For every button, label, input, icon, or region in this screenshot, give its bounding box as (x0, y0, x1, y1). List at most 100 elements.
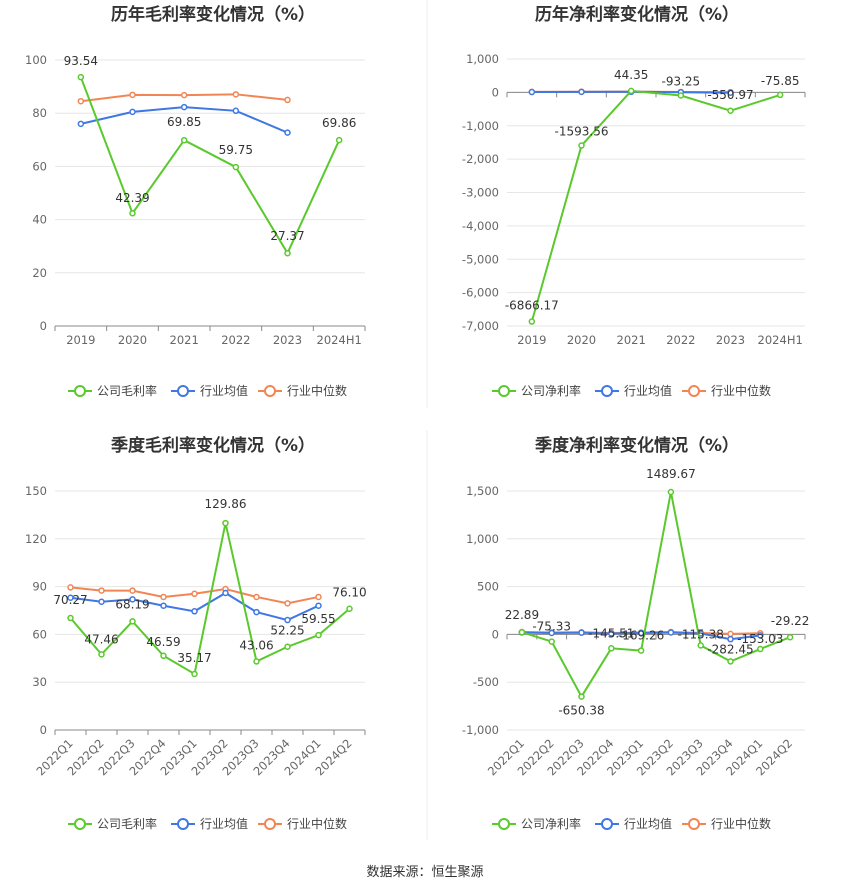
data-point-company (776, 91, 784, 99)
data-point-avg (222, 589, 229, 597)
data-label: -145.51 (588, 626, 634, 640)
legend-marker (177, 818, 189, 830)
data-point-median (67, 584, 74, 591)
data-point-company (160, 652, 167, 660)
x-tick-label: 2022 (666, 333, 695, 347)
chart-1: 历年毛利率变化情况（%） 0 20 40 60 80 100 2019 2020 2021 2022… (25, 4, 366, 398)
y-tick-label: -1,000 (462, 723, 499, 737)
data-point-company (578, 142, 585, 149)
y-tick-label: 60 (32, 159, 47, 173)
y-tick-label: 40 (32, 213, 47, 227)
data-source: 数据来源：恒生聚源 (366, 865, 483, 880)
y-tick-label: -500 (473, 675, 499, 689)
data-point-avg (191, 608, 198, 615)
data-point-company (528, 318, 536, 325)
data-point-avg (160, 602, 167, 609)
y-tick-label: -3,000 (462, 186, 499, 200)
data-label: 35.17 (177, 651, 211, 665)
data-label: 47.46 (84, 632, 118, 646)
data-label: 59.55 (301, 612, 335, 626)
y-tick-label: 0 (492, 627, 499, 641)
charts-root: 历年毛利率变化情况（%） 0 20 40 60 80 100 2019 2020 2021 2022… (25, 4, 809, 831)
legend-item-company: 公司毛利率 (68, 816, 157, 831)
data-point-avg (727, 89, 734, 96)
legend-marker (498, 385, 510, 397)
legend-item-avg: 行业均值 (171, 816, 248, 831)
x-tick-label: 2023 (273, 333, 302, 347)
data-point-company (335, 136, 343, 144)
data-label: -75.85 (761, 74, 800, 88)
x-tick-label: 2023 (716, 333, 745, 347)
data-label: -1593.56 (555, 125, 609, 139)
x-tick-label: 2019 (66, 333, 95, 347)
legend-label: 公司毛利率 (97, 816, 157, 831)
y-tick-label: 80 (32, 106, 47, 120)
legend-item-company: 公司净利率 (492, 383, 581, 398)
data-point-avg (315, 602, 322, 609)
data-label: 59.75 (219, 143, 253, 157)
y-tick-label: 20 (32, 266, 47, 280)
data-point-company (222, 519, 229, 527)
data-point-median (284, 600, 291, 607)
y-tick-label: 60 (32, 627, 47, 641)
legend-item-median: 行业中位数 (682, 383, 771, 398)
chart-3: 季度毛利率变化情况（%）03060901201502022Q12022Q2202… (25, 435, 367, 831)
legend-item-avg: 行业均值 (595, 816, 672, 831)
legend-label: 行业均值 (624, 816, 672, 831)
data-point-avg (578, 629, 585, 636)
x-tick-label: 2020 (567, 333, 596, 347)
legend-marker (264, 385, 276, 397)
y-tick-label: 100 (25, 53, 47, 67)
data-point-avg (67, 594, 74, 602)
data-label: -75.33 (532, 620, 571, 634)
data-label: 69.85 (167, 115, 201, 129)
data-point-avg (253, 608, 260, 616)
data-label: 76.10 (332, 586, 366, 600)
legend-label: 行业均值 (200, 383, 248, 398)
data-point-company (67, 614, 74, 622)
data-point-company (284, 643, 291, 650)
data-point-company (637, 647, 645, 654)
legend-label: 行业中位数 (711, 816, 771, 831)
data-point-company (191, 670, 198, 678)
data-label: 42.39 (115, 191, 149, 205)
legend-label: 行业均值 (624, 383, 672, 398)
data-point-company (727, 107, 734, 115)
legend-item-avg: 行业均值 (595, 383, 672, 398)
y-tick-label: -1,000 (462, 119, 499, 133)
y-tick-label: 120 (25, 532, 47, 546)
chart-title: 季度净利率变化情况（%） (535, 435, 739, 456)
y-tick-label: 1,000 (466, 532, 499, 546)
y-tick-label: -6,000 (462, 286, 499, 300)
x-tick-label: 2021 (170, 333, 199, 347)
chart-4: 季度净利率变化情况（%）-1,000-50005001,0001,5002022… (462, 435, 810, 831)
data-label: 22.89 (505, 608, 539, 622)
data-label: 129.86 (205, 497, 247, 511)
data-point-company (578, 693, 585, 700)
y-tick-label: 0 (492, 85, 499, 99)
data-point-company (667, 488, 675, 496)
legend-item-company: 公司净利率 (492, 816, 581, 831)
data-point-company (315, 631, 322, 639)
legend-marker (688, 818, 700, 830)
data-label: 70.27 (53, 593, 87, 607)
y-tick-label: -5,000 (462, 252, 499, 266)
data-label: -153.03 (737, 632, 783, 646)
data-label: 27.37 (270, 229, 304, 243)
data-label: -93.25 (661, 74, 700, 88)
chart-title: 历年净利率变化情况（%） (535, 4, 739, 25)
data-label: -282.45 (707, 642, 753, 656)
chart-title: 季度毛利率变化情况（%） (111, 435, 315, 456)
data-point-avg (284, 616, 291, 624)
data-point-company (253, 658, 260, 665)
data-point-company (180, 136, 188, 144)
data-point-company (608, 645, 615, 652)
y-tick-label: 0 (40, 723, 47, 737)
data-point-company (727, 658, 734, 665)
data-point-avg (757, 632, 764, 639)
data-label: 1489.67 (646, 467, 696, 481)
legend-marker (74, 385, 86, 397)
data-point-company (518, 628, 526, 636)
legend-marker (601, 818, 613, 830)
legend-label: 公司净利率 (521, 816, 581, 831)
